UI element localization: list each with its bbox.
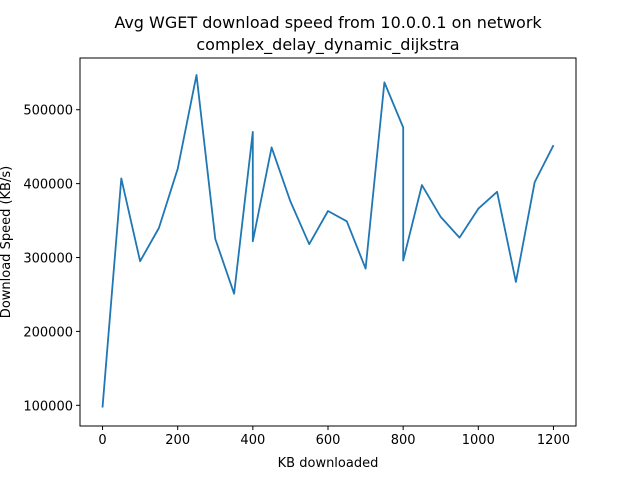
y-tick-label: 300000 [23,252,73,267]
y-axis-ticks: 100000 200000 300000 400000 500000 [23,104,80,414]
y-tick-label: 500000 [23,104,73,119]
x-axis-ticks: 0 200 400 600 800 1000 1200 [98,426,570,448]
chart-title-line-2: complex_delay_dynamic_dijkstra [196,35,459,55]
x-tick-label: 200 [165,433,190,448]
y-axis-label: Download Speed (KB/s) [0,166,14,318]
plot-area-frame [79,57,577,427]
x-tick-label: 0 [98,433,106,448]
series-layer [101,74,555,408]
y-tick-label: 100000 [23,399,73,414]
series-line [101,74,555,408]
x-tick-label: 1000 [462,433,495,448]
x-tick-label: 1200 [537,433,570,448]
chart-title-line-1: Avg WGET download speed from 10.0.0.1 on… [114,13,542,32]
y-tick-label: 400000 [23,178,73,193]
x-tick-label: 600 [316,433,341,448]
y-tick-label: 200000 [23,325,73,340]
x-axis-label: KB downloaded [278,456,379,471]
x-tick-label: 800 [391,433,416,448]
x-tick-label: 400 [240,433,265,448]
